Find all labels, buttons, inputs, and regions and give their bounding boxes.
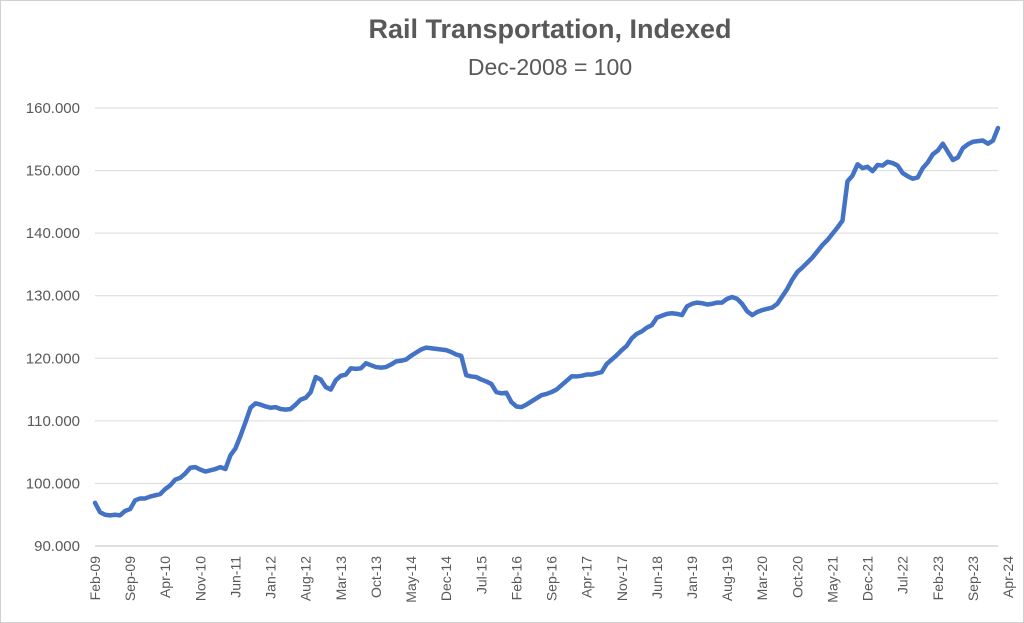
x-tick-label: Nov-10	[192, 556, 208, 601]
y-tick-label: 110.000	[27, 413, 80, 430]
x-tick-label: Jul-22	[895, 556, 911, 594]
chart-subtitle: Dec-2008 = 100	[467, 54, 633, 80]
x-tick-label: Sep-16	[544, 556, 560, 601]
y-tick-label: 140.000	[26, 225, 80, 242]
x-tick-label: Apr-10	[157, 556, 173, 598]
y-tick-label: 150.000	[26, 163, 80, 180]
gridlines	[95, 107, 998, 547]
x-tick-label: May-14	[403, 556, 419, 603]
x-tick-label: Jun-11	[227, 556, 243, 598]
x-tick-label: Jul-15	[473, 556, 489, 594]
y-axis-ticks: 90.000 100.000 110.000 120.000 130.000 140.00…	[26, 100, 80, 555]
x-tick-label: Apr-24	[1000, 556, 1016, 598]
chart-title: Rail Transportation, Indexed	[368, 14, 732, 44]
x-tick-label: Dec-14	[438, 556, 454, 601]
series-layer	[92, 125, 1001, 518]
x-tick-label: Feb-23	[930, 556, 946, 601]
x-tick-label: Nov-17	[614, 556, 630, 601]
x-tick-label: Aug-12	[298, 556, 314, 601]
x-tick-label: Oct-13	[368, 556, 384, 598]
x-tick-label: Jan-12	[263, 556, 279, 599]
x-tick-label: Apr-17	[579, 556, 595, 598]
y-tick-label: 100.000	[26, 475, 80, 492]
x-tick-label: Feb-09	[87, 556, 103, 601]
y-tick-label: 90.000	[34, 538, 80, 555]
y-tick-label: 130.000	[26, 288, 80, 305]
x-tick-label: Sep-23	[965, 556, 981, 601]
x-tick-label: Mar-13	[333, 556, 349, 601]
series-line-rail-transportation	[92, 125, 1001, 518]
x-tick-label: May-21	[824, 556, 840, 603]
x-tick-label: Mar-20	[754, 556, 770, 601]
x-tick-label: Dec-21	[860, 556, 876, 601]
x-tick-label: Feb-16	[508, 556, 524, 601]
x-tick-label: Jun-18	[649, 556, 665, 599]
x-axis-ticks: Feb-09 Sep-09 Apr-10 Nov-10 Jun-11 Jan-12 Aug-…	[87, 556, 1016, 603]
x-tick-label: Aug-19	[719, 556, 735, 601]
y-tick-label: 120.000	[26, 350, 80, 367]
x-tick-label: Jan-19	[684, 556, 700, 599]
x-tick-label: Sep-09	[122, 556, 138, 601]
y-tick-label: 160.000	[26, 100, 80, 117]
x-tick-label: Oct-20	[789, 556, 805, 598]
